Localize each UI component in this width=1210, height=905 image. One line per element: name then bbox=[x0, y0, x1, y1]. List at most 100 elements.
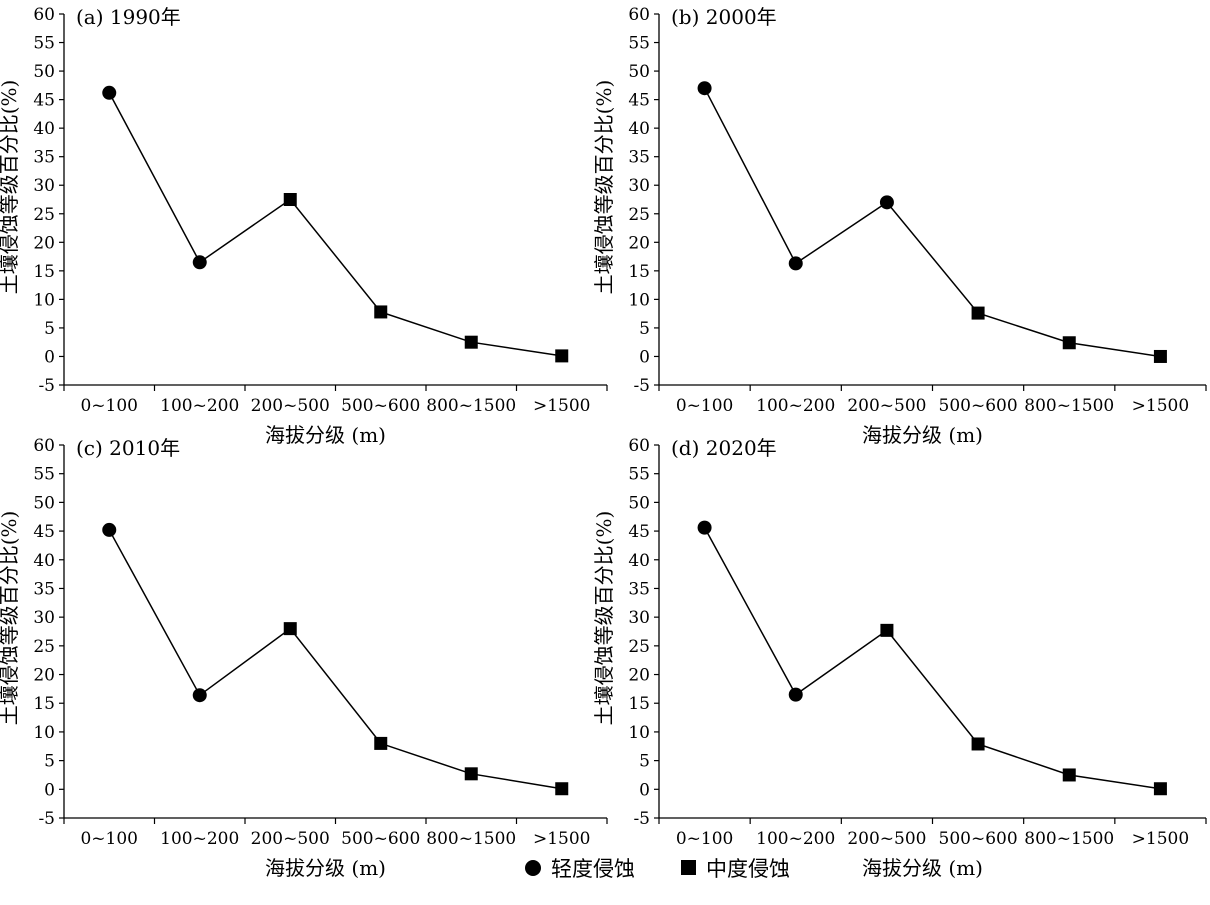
y-tick-label: 20 bbox=[33, 666, 55, 686]
x-tick-label: 800~1500 bbox=[426, 396, 516, 416]
data-point-square bbox=[374, 736, 388, 750]
y-tick-label: 10 bbox=[33, 290, 55, 310]
data-point-square bbox=[464, 335, 478, 349]
x-tick-label: 200~500 bbox=[847, 829, 926, 849]
y-tick-label: 5 bbox=[639, 752, 650, 772]
legend-label-moderate: 中度侵蚀 bbox=[706, 857, 790, 881]
y-tick-label: 60 bbox=[628, 5, 650, 25]
y-tick-label: 35 bbox=[628, 579, 650, 599]
x-axis-title: 海拔分级 (m) bbox=[265, 423, 386, 447]
data-point-circle bbox=[192, 688, 207, 703]
x-axis-title: 海拔分级 (m) bbox=[862, 856, 983, 880]
y-tick-label: -5 bbox=[633, 809, 650, 829]
y-tick-label: 40 bbox=[628, 119, 650, 139]
x-tick-label: >1500 bbox=[1132, 396, 1190, 416]
y-tick-label: 0 bbox=[44, 780, 55, 800]
y-tick-label: 25 bbox=[33, 205, 55, 225]
y-tick-label: 15 bbox=[33, 694, 55, 714]
x-tick-label: 500~600 bbox=[341, 829, 420, 849]
y-tick-label: 60 bbox=[628, 436, 650, 456]
x-tick-label: 0~100 bbox=[80, 396, 138, 416]
series-line bbox=[108, 92, 562, 357]
y-axis-title: 土壤侵蚀等级百分比(%) bbox=[592, 511, 616, 726]
y-tick-label: 25 bbox=[628, 637, 650, 657]
y-tick-label: 55 bbox=[628, 465, 650, 485]
y-tick-label: 0 bbox=[639, 347, 650, 367]
x-tick-label: 200~500 bbox=[847, 396, 926, 416]
x-tick-label: 0~100 bbox=[80, 829, 138, 849]
x-tick-label: 500~600 bbox=[341, 396, 420, 416]
y-tick-label: 30 bbox=[628, 176, 650, 196]
series-line bbox=[703, 527, 1161, 790]
legend: 轻度侵蚀 中度侵蚀 bbox=[525, 857, 790, 881]
y-tick-label: 40 bbox=[33, 551, 55, 571]
data-point-square bbox=[555, 349, 569, 363]
y-tick-label: 5 bbox=[639, 319, 650, 339]
x-tick-label: 200~500 bbox=[251, 829, 330, 849]
data-point-square bbox=[1153, 349, 1167, 363]
chart-panel-a: -5 0 5 10 15 20 25 30 35 40 45 50 55 60 0~100 100~200 20… bbox=[0, 5, 608, 447]
y-tick-label: 50 bbox=[628, 493, 650, 513]
data-point-circle bbox=[697, 81, 712, 96]
y-axis-title: 土壤侵蚀等级百分比(%) bbox=[0, 80, 21, 295]
y-tick-label: 60 bbox=[33, 436, 55, 456]
y-tick-label: 55 bbox=[33, 465, 55, 485]
y-tick-label: 45 bbox=[33, 522, 55, 542]
x-tick-label: 500~600 bbox=[939, 829, 1018, 849]
x-tick-label: 0~100 bbox=[676, 396, 734, 416]
y-tick-label: 30 bbox=[628, 608, 650, 628]
data-point-square bbox=[1062, 336, 1076, 350]
y-tick-label: 20 bbox=[33, 233, 55, 253]
y-tick-label: 45 bbox=[33, 91, 55, 111]
data-point-square bbox=[464, 767, 478, 781]
y-tick-label: 50 bbox=[33, 493, 55, 513]
x-tick-label: 0~100 bbox=[676, 829, 734, 849]
data-point-circle bbox=[102, 522, 117, 537]
y-tick-label: 40 bbox=[628, 551, 650, 571]
y-tick-label: 10 bbox=[628, 723, 650, 743]
y-tick-label: 5 bbox=[44, 319, 55, 339]
y-tick-label: -5 bbox=[633, 376, 650, 396]
panel-title: (a) 1990年 bbox=[76, 5, 181, 29]
data-point-circle bbox=[697, 520, 712, 535]
y-tick-label: 35 bbox=[33, 148, 55, 168]
y-tick-label: 0 bbox=[44, 347, 55, 367]
y-tick-label: 30 bbox=[33, 608, 55, 628]
y-tick-label: 55 bbox=[628, 34, 650, 54]
x-tick-label: 100~200 bbox=[756, 396, 835, 416]
data-point-square bbox=[1153, 782, 1167, 796]
legend-label-light: 轻度侵蚀 bbox=[551, 857, 635, 881]
x-tick-label: 800~1500 bbox=[426, 829, 516, 849]
data-point-circle bbox=[879, 195, 894, 210]
x-axis-title: 海拔分级 (m) bbox=[862, 423, 983, 447]
x-tick-label: 800~1500 bbox=[1024, 396, 1114, 416]
data-point-square bbox=[971, 306, 985, 320]
y-tick-label: 45 bbox=[628, 522, 650, 542]
data-point-circle bbox=[102, 85, 117, 100]
panel-title: (d) 2020年 bbox=[671, 436, 777, 460]
y-tick-label: 0 bbox=[639, 780, 650, 800]
y-axis-title: 土壤侵蚀等级百分比(%) bbox=[0, 511, 21, 726]
data-point-circle bbox=[788, 256, 803, 271]
y-tick-label: 50 bbox=[628, 62, 650, 82]
x-tick-label: >1500 bbox=[533, 829, 591, 849]
x-tick-label: 500~600 bbox=[939, 396, 1018, 416]
chart-panel-d: -5 0 5 10 15 20 25 30 35 40 45 50 55 60 0~100 100~200 20… bbox=[592, 436, 1207, 880]
series-line bbox=[108, 529, 562, 790]
panel-title: (c) 2010年 bbox=[76, 436, 180, 460]
y-tick-label: 10 bbox=[628, 290, 650, 310]
x-tick-label: 200~500 bbox=[251, 396, 330, 416]
x-tick-label: 100~200 bbox=[160, 396, 239, 416]
y-tick-label: 35 bbox=[628, 148, 650, 168]
y-tick-label: 25 bbox=[33, 637, 55, 657]
x-axis-title: 海拔分级 (m) bbox=[265, 856, 386, 880]
x-tick-label: 100~200 bbox=[756, 829, 835, 849]
y-tick-label: 15 bbox=[33, 262, 55, 282]
y-tick-label: 15 bbox=[628, 694, 650, 714]
y-tick-label: 40 bbox=[33, 119, 55, 139]
y-tick-label: 10 bbox=[33, 723, 55, 743]
y-tick-label: 30 bbox=[33, 176, 55, 196]
chart-panel-c: -5 0 5 10 15 20 25 30 35 40 45 50 55 60 0~100 100~200 20… bbox=[0, 436, 608, 880]
y-tick-label: 15 bbox=[628, 262, 650, 282]
